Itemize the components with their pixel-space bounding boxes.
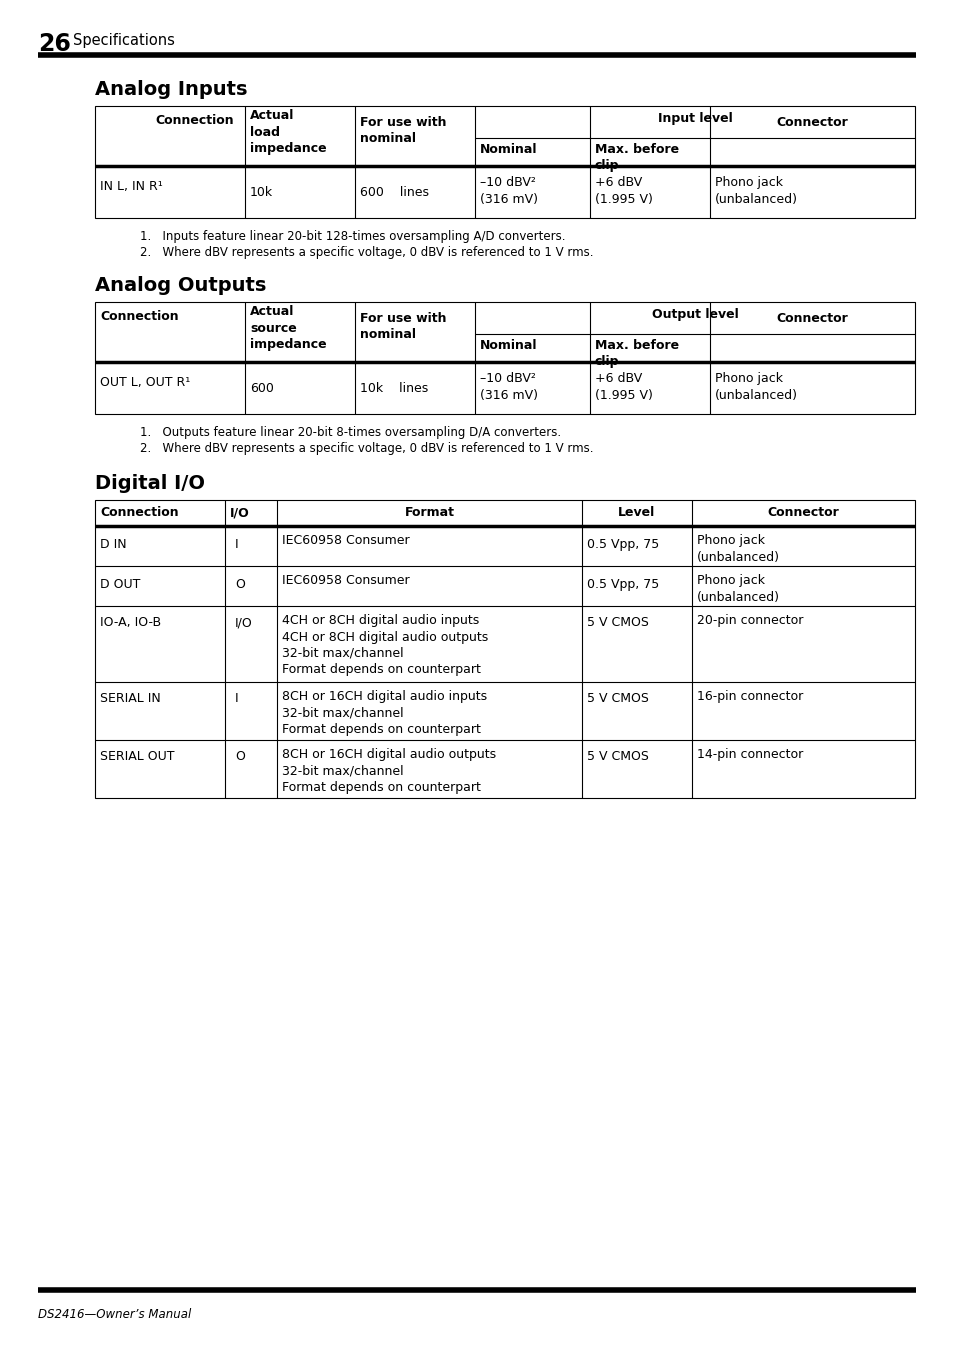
Text: 5 V CMOS: 5 V CMOS [586, 616, 648, 630]
Text: Phono jack
(unbalanced): Phono jack (unbalanced) [714, 177, 797, 205]
Text: Nominal: Nominal [479, 338, 537, 352]
Text: Connector: Connector [767, 506, 839, 519]
Text: –10 dBV²
(316 mV): –10 dBV² (316 mV) [479, 177, 537, 205]
Text: 26: 26 [38, 32, 71, 57]
Text: 5 V CMOS: 5 V CMOS [586, 692, 648, 705]
Text: 600: 600 [250, 381, 274, 395]
Text: –10 dBV²
(316 mV): –10 dBV² (316 mV) [479, 372, 537, 402]
Text: 5 V CMOS: 5 V CMOS [586, 749, 648, 763]
Text: Analog Inputs: Analog Inputs [95, 80, 247, 98]
Bar [95, 106, 914, 218]
Text: IEC60958 Consumer: IEC60958 Consumer [282, 534, 409, 547]
Text: Level: Level [618, 506, 655, 519]
Text: SERIAL IN: SERIAL IN [100, 692, 161, 705]
Text: For use with
nominal: For use with nominal [359, 311, 446, 341]
Text: 2.   Where dBV represents a specific voltage, 0 dBV is referenced to 1 V rms.: 2. Where dBV represents a specific volta… [140, 442, 593, 456]
Text: IO-A, IO-B: IO-A, IO-B [100, 616, 161, 630]
Text: 600    lines: 600 lines [359, 186, 429, 200]
Text: 0.5 Vpp, 75: 0.5 Vpp, 75 [586, 578, 659, 590]
Bar [95, 500, 914, 798]
Bar [95, 302, 914, 414]
Text: SERIAL OUT: SERIAL OUT [100, 749, 174, 763]
Text: 8CH or 16CH digital audio outputs
32-bit max/channel
Format depends on counterpa: 8CH or 16CH digital audio outputs 32-bit… [282, 748, 496, 794]
Text: Connection: Connection [100, 310, 178, 324]
Text: Phono jack
(unbalanced): Phono jack (unbalanced) [697, 574, 780, 604]
Text: D OUT: D OUT [100, 578, 140, 590]
Text: Input level: Input level [657, 112, 732, 125]
Text: 20-pin connector: 20-pin connector [697, 613, 802, 627]
Text: Format: Format [404, 506, 454, 519]
Text: Nominal: Nominal [479, 143, 537, 156]
Text: Max. before
clip: Max. before clip [595, 143, 679, 173]
Text: D IN: D IN [100, 538, 127, 551]
Text: 2.   Where dBV represents a specific voltage, 0 dBV is referenced to 1 V rms.: 2. Where dBV represents a specific volta… [140, 245, 593, 259]
Text: OUT L, OUT R¹: OUT L, OUT R¹ [100, 376, 190, 390]
Text: I/O: I/O [230, 506, 250, 519]
Text: 16-pin connector: 16-pin connector [697, 690, 802, 704]
Text: For use with
nominal: For use with nominal [359, 116, 446, 146]
Text: 8CH or 16CH digital audio inputs
32-bit max/channel
Format depends on counterpar: 8CH or 16CH digital audio inputs 32-bit … [282, 690, 487, 736]
Text: Max. before
clip: Max. before clip [595, 338, 679, 368]
Text: Output level: Output level [651, 307, 738, 321]
Text: I: I [234, 692, 238, 705]
Text: Phono jack
(unbalanced): Phono jack (unbalanced) [714, 372, 797, 402]
Text: O: O [234, 749, 245, 763]
Text: IEC60958 Consumer: IEC60958 Consumer [282, 574, 409, 586]
Text: +6 dBV
(1.995 V): +6 dBV (1.995 V) [595, 372, 652, 402]
Text: Connector: Connector [776, 311, 847, 325]
Text: 10k: 10k [250, 186, 273, 200]
Text: Analog Outputs: Analog Outputs [95, 276, 266, 295]
Text: Phono jack
(unbalanced): Phono jack (unbalanced) [697, 534, 780, 563]
Text: Connection: Connection [100, 506, 178, 519]
Text: 0.5 Vpp, 75: 0.5 Vpp, 75 [586, 538, 659, 551]
Text: 10k    lines: 10k lines [359, 381, 428, 395]
Text: Connection: Connection [154, 115, 233, 127]
Text: 1.   Outputs feature linear 20-bit 8-times oversampling D/A converters.: 1. Outputs feature linear 20-bit 8-times… [140, 426, 560, 439]
Text: Specifications: Specifications [73, 32, 174, 49]
Text: I/O: I/O [234, 616, 253, 630]
Text: 14-pin connector: 14-pin connector [697, 748, 802, 762]
Text: DS2416—Owner’s Manual: DS2416—Owner’s Manual [38, 1308, 191, 1321]
Text: 1.   Inputs feature linear 20-bit 128-times oversampling A/D converters.: 1. Inputs feature linear 20-bit 128-time… [140, 231, 565, 243]
Text: IN L, IN R¹: IN L, IN R¹ [100, 181, 163, 193]
Text: O: O [234, 578, 245, 590]
Text: Actual
source
impedance: Actual source impedance [250, 305, 326, 350]
Text: Connector: Connector [776, 116, 847, 129]
Text: I: I [234, 538, 238, 551]
Text: Actual
load
impedance: Actual load impedance [250, 109, 326, 155]
Text: +6 dBV
(1.995 V): +6 dBV (1.995 V) [595, 177, 652, 205]
Text: 4CH or 8CH digital audio inputs
4CH or 8CH digital audio outputs
32-bit max/chan: 4CH or 8CH digital audio inputs 4CH or 8… [282, 613, 488, 677]
Text: Digital I/O: Digital I/O [95, 474, 205, 493]
